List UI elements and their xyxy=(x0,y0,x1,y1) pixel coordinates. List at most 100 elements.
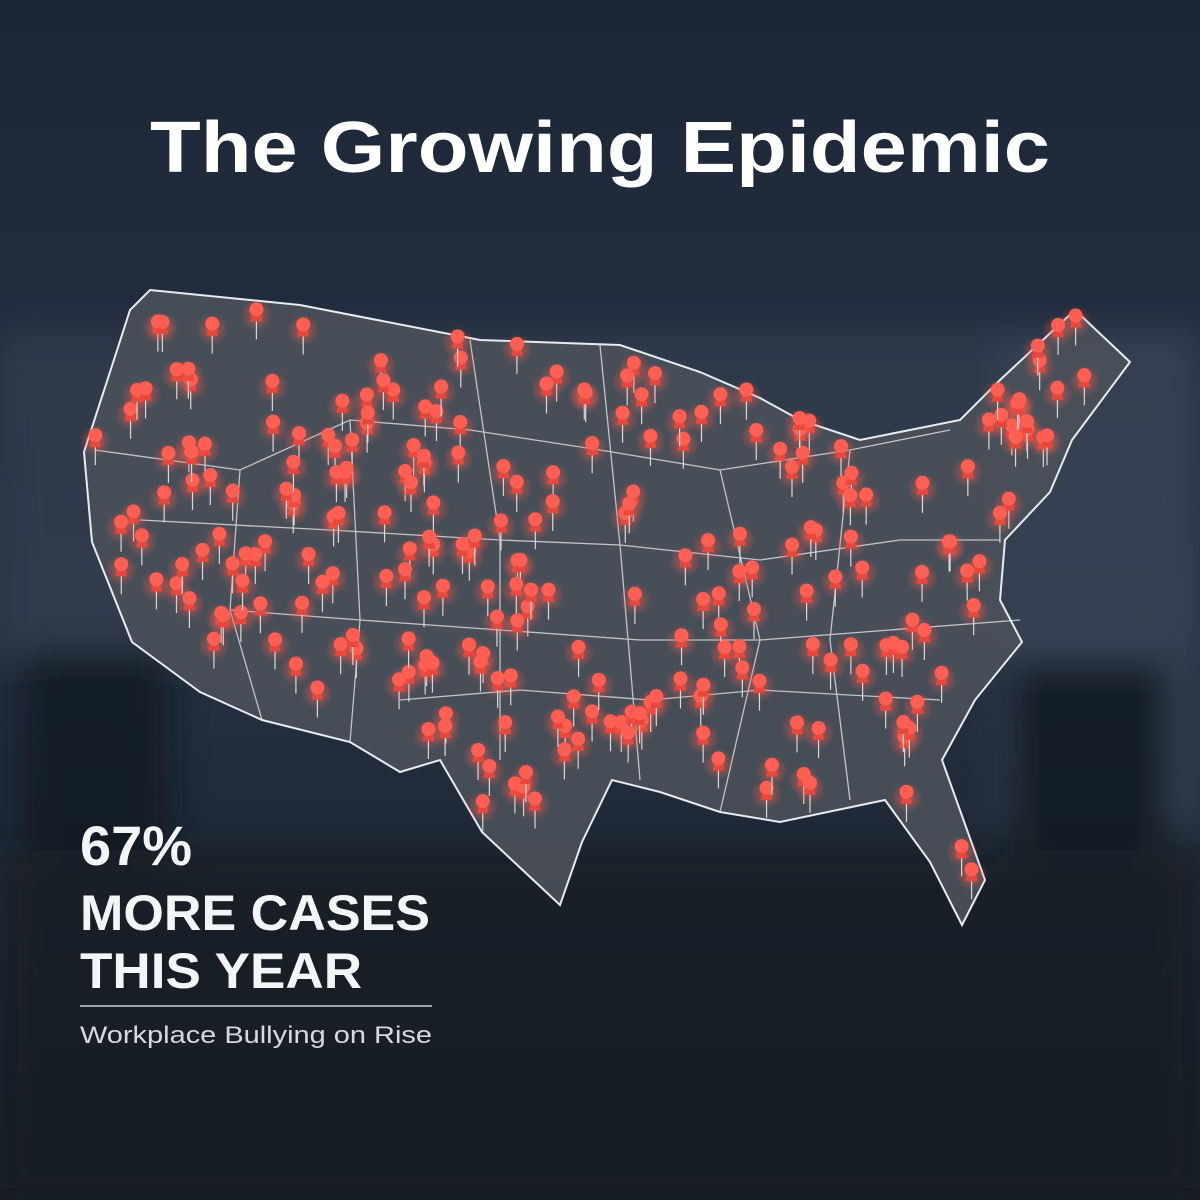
pin xyxy=(736,557,769,598)
pin-head xyxy=(620,368,635,383)
pin-head xyxy=(1051,317,1066,332)
pin xyxy=(1021,335,1054,376)
pin xyxy=(790,580,823,621)
pin-head xyxy=(376,373,391,388)
pin-head xyxy=(571,731,586,746)
pin-head xyxy=(496,459,511,474)
pin xyxy=(730,379,763,420)
pin-head xyxy=(315,574,330,589)
pin xyxy=(1041,377,1074,418)
pin-head xyxy=(291,426,306,441)
pin-head xyxy=(541,582,556,597)
pin xyxy=(175,441,208,482)
pin xyxy=(501,610,534,651)
pin xyxy=(569,382,602,423)
pin-head xyxy=(790,715,805,730)
pin-head xyxy=(859,487,874,502)
pin xyxy=(458,525,491,566)
pin xyxy=(541,706,574,747)
pin xyxy=(846,660,879,701)
pin xyxy=(146,311,179,352)
pin xyxy=(708,637,741,678)
pin xyxy=(326,390,359,431)
pin xyxy=(471,576,504,617)
pin xyxy=(576,433,609,474)
pin-head xyxy=(843,529,858,544)
pin-head xyxy=(235,573,250,588)
pin-head xyxy=(546,465,561,480)
pins xyxy=(79,299,1101,900)
pin-head xyxy=(335,393,350,408)
caption: Workplace Bullying on Rise xyxy=(80,1022,432,1049)
pin-head xyxy=(622,496,637,511)
pin-head xyxy=(539,376,554,391)
pin xyxy=(906,561,939,602)
stat-line: THIS YEAR xyxy=(80,943,362,999)
pin-head xyxy=(114,557,129,572)
pin-head xyxy=(696,592,711,607)
pin xyxy=(537,462,570,503)
pin-head xyxy=(895,639,910,654)
pin-head xyxy=(678,548,693,563)
pin-head xyxy=(295,595,310,610)
pin-head xyxy=(509,336,524,351)
pin xyxy=(850,484,883,525)
pin xyxy=(152,442,185,483)
pin-head xyxy=(253,596,268,611)
pin-head xyxy=(175,557,190,572)
pin-head xyxy=(649,689,664,704)
pin-head xyxy=(480,579,495,594)
pin-head xyxy=(735,660,750,675)
pin-head xyxy=(1040,428,1055,443)
pin xyxy=(906,472,939,513)
pin xyxy=(890,781,923,822)
pin xyxy=(173,588,206,629)
pin-head xyxy=(943,534,958,549)
pin-head xyxy=(138,381,153,396)
pin-head xyxy=(216,608,231,623)
pin-head xyxy=(878,691,893,706)
pin-head xyxy=(934,665,949,680)
pin xyxy=(611,365,644,406)
pin xyxy=(140,569,173,610)
pin xyxy=(257,411,290,452)
pin-head xyxy=(184,444,199,459)
pin xyxy=(409,396,442,437)
pin-head xyxy=(823,652,838,667)
pin xyxy=(687,674,720,715)
pin-head xyxy=(266,414,281,429)
pin xyxy=(351,402,384,443)
pin xyxy=(687,722,720,763)
pin xyxy=(441,326,474,367)
pin-head xyxy=(739,382,754,397)
pin-head xyxy=(185,472,200,487)
pin-head xyxy=(711,751,726,766)
pin xyxy=(239,544,272,585)
pin-head xyxy=(451,445,466,460)
pin xyxy=(613,493,646,534)
pin xyxy=(270,478,303,519)
pin xyxy=(203,523,236,564)
pin-head xyxy=(585,436,600,451)
pin-head xyxy=(627,586,642,601)
pin-head xyxy=(713,617,728,632)
pin-head xyxy=(279,481,294,496)
pin-head xyxy=(360,405,375,420)
pin xyxy=(160,359,193,400)
pin xyxy=(500,471,533,512)
pin-head xyxy=(643,428,658,443)
pin xyxy=(500,333,533,374)
pin-head xyxy=(910,694,925,709)
pin-head xyxy=(331,505,346,520)
pin-head xyxy=(155,314,170,329)
pin-head xyxy=(489,609,504,624)
pin-head xyxy=(792,411,807,426)
pin-head xyxy=(462,637,477,652)
pin-head xyxy=(434,379,449,394)
pin xyxy=(306,571,339,612)
pin xyxy=(925,662,958,703)
pin-head xyxy=(803,775,818,790)
pin-head xyxy=(855,663,870,678)
pin-head xyxy=(161,445,176,460)
pin-head xyxy=(1077,368,1092,383)
